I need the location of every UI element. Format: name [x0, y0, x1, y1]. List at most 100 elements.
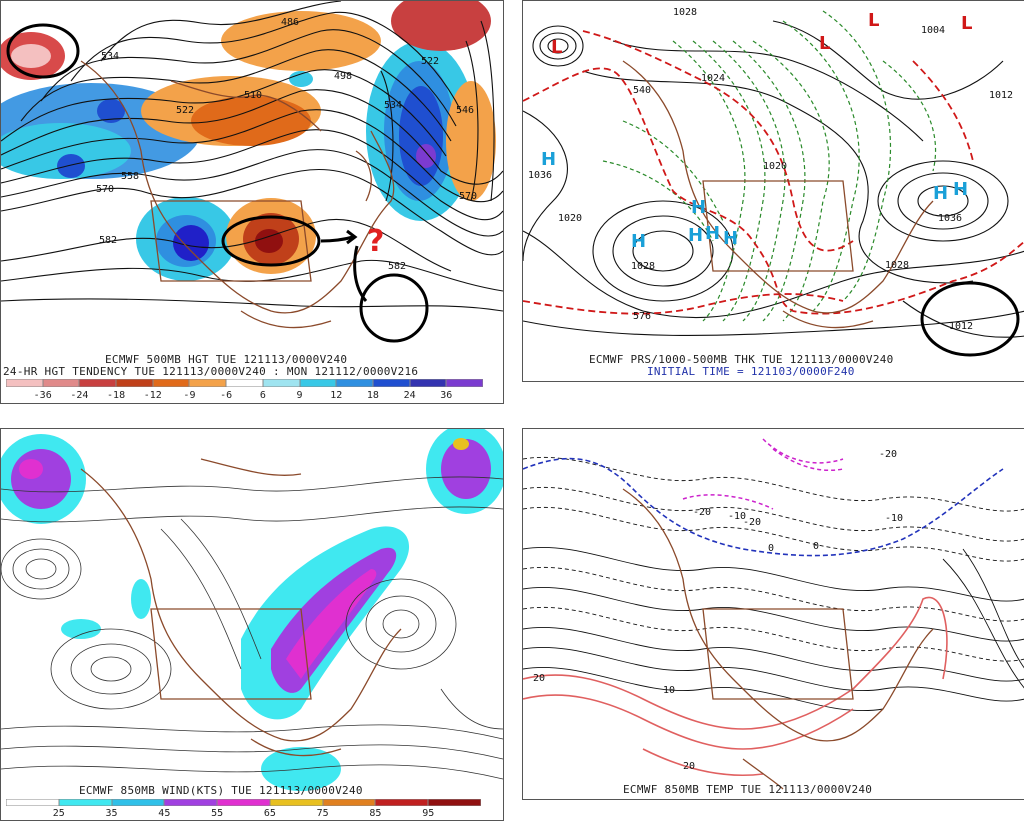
high-marker: H — [691, 197, 706, 218]
colorbar-tick-label: 6 — [259, 390, 266, 401]
colorbar-swatch — [322, 799, 376, 806]
highlight-circle — [920, 281, 1020, 357]
isotherm-label: 0 — [813, 541, 819, 552]
tendency-colorbar-labels: -36 -24 -18 -12 -9 -6 6 9 12 18 24 36 — [6, 390, 483, 402]
colorbar-tick-label: 18 — [366, 390, 379, 401]
isobar-labels: 1036 1020 1028 1020 1028 1036 1012 1012 … — [528, 7, 1013, 332]
colorbar-swatch — [269, 799, 323, 806]
height-contours — [1, 1, 503, 312]
colorbar-swatch — [336, 379, 373, 387]
colorbar-swatch — [372, 379, 410, 387]
panel-850mb-temp: -20 -10 -20 -20 -10 0 0 10 20 20 ECMWF 8… — [522, 428, 1024, 800]
colorbar-swatch — [79, 379, 117, 387]
wind-colorbar — [6, 799, 481, 806]
contour-label: 546 — [456, 105, 474, 116]
thickness-540-576 — [523, 30, 1024, 315]
contour-labels: 534 486 510 522 498 522 558 570 582 534 … — [96, 17, 477, 272]
high-marker: H — [723, 228, 738, 249]
colorbar-swatch — [189, 379, 227, 387]
coastline-outlines — [622, 60, 934, 329]
colorbar-tick-label: -18 — [107, 390, 126, 401]
high-marker: H — [953, 179, 968, 200]
thickness-contours — [602, 10, 937, 322]
colorbar-tick-label: -9 — [183, 390, 196, 401]
isobar-label: 1028 — [631, 261, 655, 272]
high-marker: H — [933, 183, 948, 204]
coastline-outlines — [80, 458, 402, 757]
low-marker: L — [819, 33, 830, 54]
isobar-label: 1012 — [949, 321, 973, 332]
high-marker: H — [688, 225, 703, 246]
isobar-label: 1020 — [763, 161, 787, 172]
isobar-label: 1004 — [921, 25, 945, 36]
thickness-label: 576 — [633, 311, 651, 322]
contour-label: 498 — [334, 71, 352, 82]
low-marker: L — [961, 13, 972, 34]
map-850mb-temp: -20 -10 -20 -20 -10 0 0 10 20 20 — [523, 438, 1024, 790]
isotherm-label: 0 — [768, 543, 774, 554]
colorbar-swatch — [375, 799, 429, 806]
isobar-label: 1028 — [885, 260, 909, 271]
temperature-contours — [523, 457, 1024, 711]
contour-label: 522 — [421, 56, 439, 67]
isotherm-label: -20 — [743, 517, 761, 528]
panel-mslp-thickness: H H H H H H H H L L L L 1036 1020 1028 1… — [522, 0, 1024, 382]
colorbar-swatch — [152, 379, 190, 387]
isotherm-label: 20 — [533, 673, 545, 684]
contour-label: 570 — [96, 184, 114, 195]
contour-label: 558 — [121, 171, 139, 182]
height-tendency-shading — [1, 1, 496, 281]
colorbar-swatch — [6, 799, 59, 806]
colorbar-tick-label: 55 — [211, 808, 224, 819]
thickness-label: 540 — [633, 85, 651, 96]
isotherm-label: -10 — [885, 513, 903, 524]
isobar-label: 1020 — [558, 213, 582, 224]
panel-500mb-height: ? 534 486 510 522 498 522 558 570 582 53… — [0, 0, 504, 404]
contour-label: 534 — [101, 51, 119, 62]
panel-caption: ECMWF 850MB TEMP TUE 121113/0000V240 — [623, 783, 873, 796]
colorbar-tick-label: 9 — [296, 390, 303, 401]
isobar-label: 1036 — [938, 213, 962, 224]
colorbar-tick-label: -36 — [33, 390, 52, 401]
colorbar-tick-label: 35 — [105, 808, 118, 819]
contour-label: 486 — [281, 17, 299, 28]
colorbar-tick-label: -24 — [70, 390, 89, 401]
low-pressure-markers: L L L L — [551, 10, 972, 58]
contour-label: 582 — [99, 235, 117, 246]
warm-isotherms — [523, 596, 948, 777]
isobars — [523, 20, 1024, 338]
contour-label: 510 — [244, 90, 262, 101]
isotherm-label: -20 — [693, 507, 711, 518]
panel-850mb-wind: ECMWF 850MB WIND(KTS) TUE 121113/0000V24… — [0, 428, 504, 821]
map-850mb-wind — [1, 429, 503, 791]
colorbar-tick-label: 25 — [52, 808, 65, 819]
colorbar-tick-label: 95 — [422, 808, 435, 819]
colorbar-swatch — [164, 799, 218, 806]
colorbar-swatch — [409, 379, 447, 387]
isobar-label: 1012 — [989, 90, 1013, 101]
question-mark-annotation: ? — [367, 224, 384, 259]
colorbar-swatch — [58, 799, 112, 806]
wind-speed-shading — [1, 429, 503, 791]
coastline-outlines — [622, 488, 934, 790]
colorbar-tick-label: 36 — [440, 390, 453, 401]
contour-label: 570 — [459, 191, 477, 202]
isobar-label: 1024 — [701, 73, 725, 84]
high-marker: H — [705, 223, 720, 244]
colorbar-swatch — [111, 799, 165, 806]
colorbar-tick-label: 65 — [263, 808, 276, 819]
map-mslp: H H H H H H H H L L L L 1036 1020 1028 1… — [523, 7, 1024, 357]
isotherm-label: -20 — [879, 449, 897, 460]
low-marker: L — [868, 10, 879, 31]
tendency-colorbar — [6, 379, 483, 387]
colorbar-swatch — [226, 379, 263, 387]
colorbar-swatch — [262, 379, 300, 387]
colorbar-tick-label: -6 — [220, 390, 233, 401]
coastline-outlines — [80, 60, 395, 329]
colorbar-tick-label: 75 — [316, 808, 329, 819]
isobar-label: 1036 — [528, 170, 552, 181]
colorbar-swatch — [299, 379, 337, 387]
low-marker: L — [551, 37, 562, 58]
streamlines — [1, 476, 503, 780]
colorbar-swatch — [116, 379, 153, 387]
